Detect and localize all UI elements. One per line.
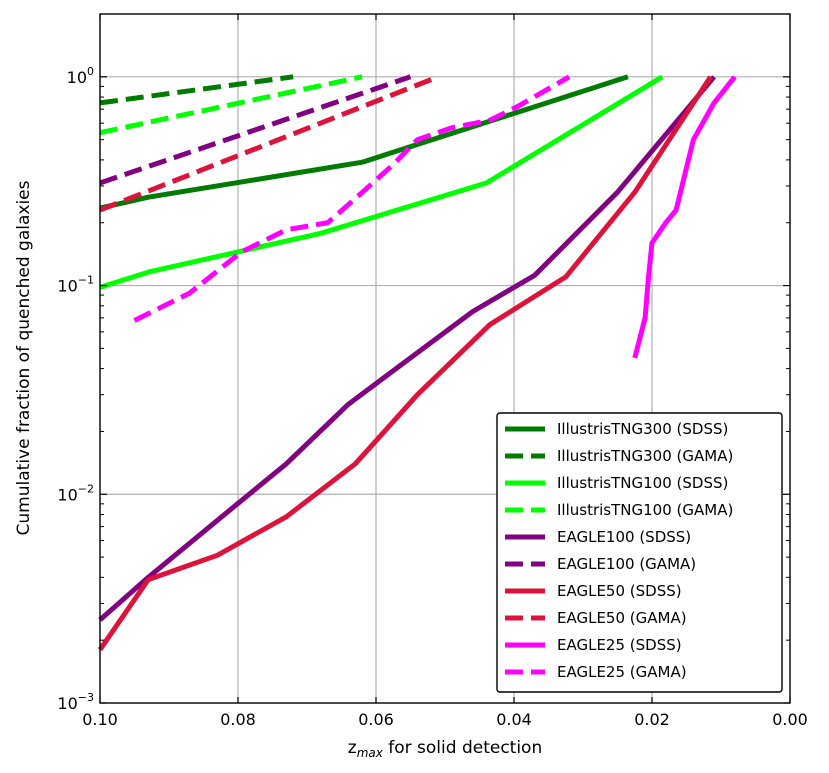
ticks xyxy=(99,14,791,704)
series-line-eagle25-sdss xyxy=(632,75,737,359)
legend-box xyxy=(496,412,783,693)
x-axis-label: zmax for solid detection xyxy=(348,738,542,760)
x-tick-label: 0.00 xyxy=(772,710,808,729)
y-tick-label: 10−3 xyxy=(57,691,94,713)
series-line-illustristng100-gama xyxy=(99,74,363,136)
y-tick-label: 100 xyxy=(67,65,94,87)
legend: IllustrisTNG300 (SDSS) IllustrisTNG300 (G… xyxy=(496,412,783,693)
series-line-eagle100-gama xyxy=(99,74,412,186)
x-tick-label: 0.06 xyxy=(358,710,394,729)
legend-label: EAGLE25 (GAMA) xyxy=(557,663,687,681)
series-line-illustristng300-gama xyxy=(99,74,294,106)
series-lines xyxy=(97,74,737,652)
series-line-illustristng100-sdss xyxy=(99,74,664,290)
legend-label: IllustrisTNG300 (GAMA) xyxy=(557,447,733,465)
series-line-eagle50-gama xyxy=(99,74,440,213)
legend-label: IllustrisTNG100 (GAMA) xyxy=(557,501,733,519)
legend-label: IllustrisTNG300 (SDSS) xyxy=(557,420,728,438)
y-tick-label: 10−2 xyxy=(57,482,94,504)
tick-labels: 0.10 0.08 0.06 0.04 0.02 0.00 100 10−1 10−2 10−3 xyxy=(57,65,807,729)
series-line-eagle50-sdss xyxy=(97,75,713,652)
series-line-eagle25-gama xyxy=(133,74,571,323)
legend-label: IllustrisTNG100 (SDSS) xyxy=(557,474,728,492)
legend-label: EAGLE50 (SDSS) xyxy=(557,582,682,600)
grid xyxy=(100,14,790,703)
legend-label: EAGLE25 (SDSS) xyxy=(557,636,682,654)
legend-label: EAGLE50 (GAMA) xyxy=(557,609,687,627)
x-tick-label: 0.04 xyxy=(496,710,532,729)
plot-frame xyxy=(99,13,791,704)
series-line-eagle100-sdss xyxy=(98,75,717,622)
x-tick-label: 0.02 xyxy=(634,710,670,729)
x-tick-label: 0.10 xyxy=(82,710,118,729)
legend-label: EAGLE100 (GAMA) xyxy=(557,555,696,573)
x-tick-label: 0.08 xyxy=(220,710,256,729)
legend-label: EAGLE100 (SDSS) xyxy=(557,528,691,546)
y-tick-label: 10−1 xyxy=(57,274,94,296)
y-axis-label: Cumulative fraction of quenched galaxies xyxy=(14,180,34,535)
